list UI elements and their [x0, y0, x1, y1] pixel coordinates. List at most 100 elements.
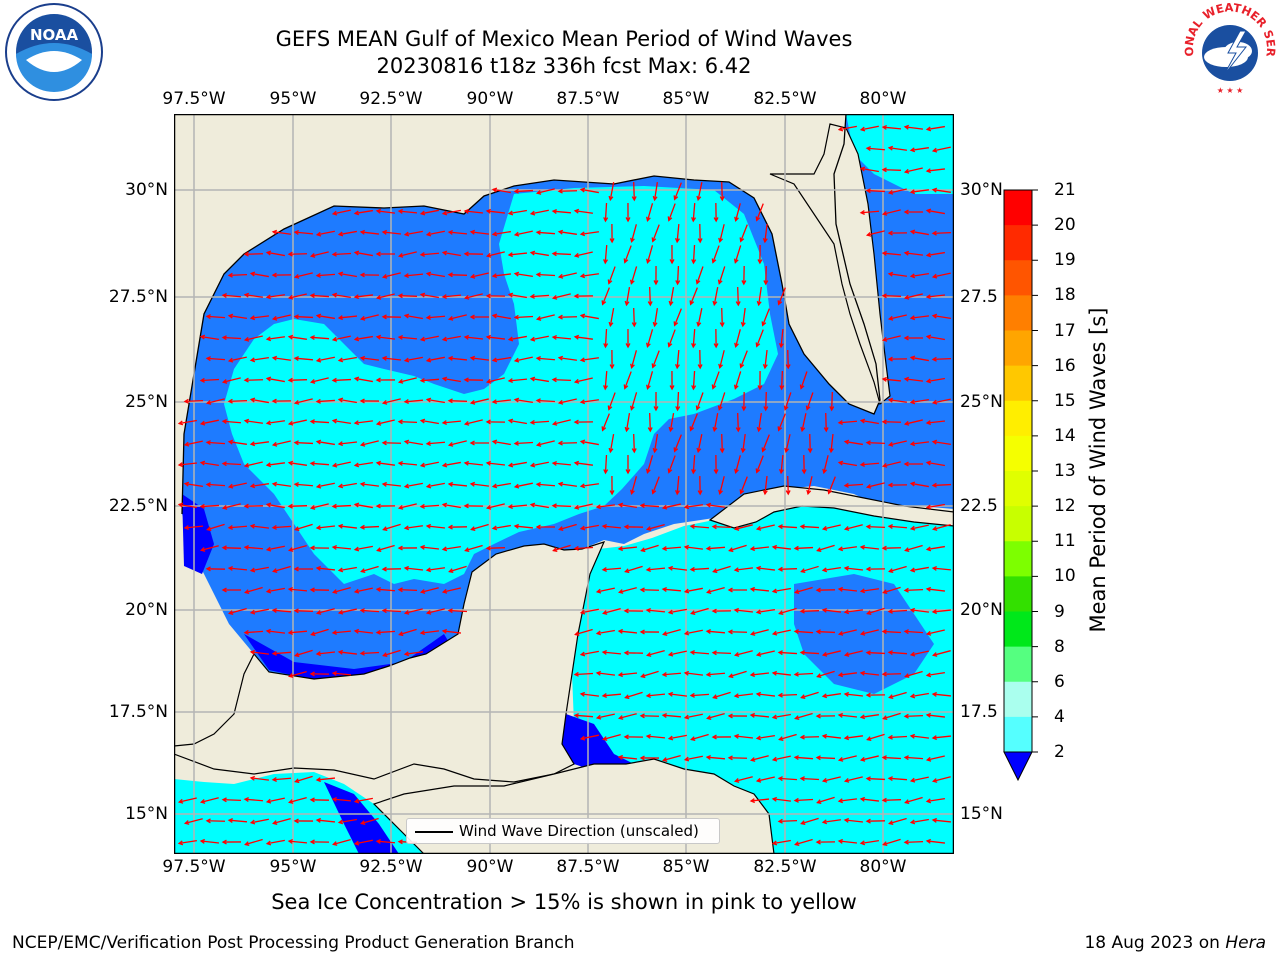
wave-direction-arrow — [609, 475, 615, 496]
wave-direction-arrow — [603, 244, 609, 265]
wave-direction-arrow — [287, 251, 308, 257]
wave-direction-arrow — [762, 223, 768, 244]
wave-direction-arrow — [287, 838, 308, 844]
wave-direction-arrow — [925, 460, 945, 467]
wave-direction-arrow — [733, 524, 753, 531]
wave-direction-arrow — [859, 166, 879, 173]
wave-direction-arrow — [691, 370, 697, 391]
wave-direction-arrow — [691, 328, 697, 349]
wave-direction-arrow — [199, 503, 220, 509]
wave-direction-arrow — [315, 777, 336, 783]
wave-direction-arrow — [821, 733, 842, 739]
wave-direction-arrow — [667, 650, 687, 657]
wave-direction-arrow — [529, 419, 550, 425]
wave-direction-arrow — [777, 818, 798, 824]
wave-direction-arrow — [573, 419, 594, 425]
wave-direction-arrow — [785, 475, 791, 496]
wave-direction-arrow — [646, 650, 665, 657]
wave-direction-arrow — [331, 209, 351, 216]
wave-direction-arrow — [881, 671, 902, 677]
wave-direction-arrow — [375, 251, 396, 257]
wave-direction-arrow — [243, 251, 264, 257]
lat-tick-label: 30°N — [125, 180, 168, 200]
wave-direction-arrow — [903, 124, 924, 130]
wave-direction-arrow — [749, 672, 770, 678]
wave-direction-arrow — [887, 145, 908, 151]
wave-direction-arrow — [353, 461, 373, 468]
wave-direction-arrow — [646, 203, 654, 222]
wave-direction-arrow — [425, 271, 445, 278]
wave-direction-arrow — [485, 545, 506, 551]
wave-direction-arrow — [557, 440, 578, 446]
wave-direction-arrow — [859, 629, 879, 636]
wave-direction-arrow — [630, 224, 637, 243]
colorbar-band — [1004, 365, 1032, 402]
wave-direction-arrow — [816, 544, 835, 553]
wave-direction-arrow — [337, 356, 357, 363]
wave-direction-arrow — [595, 629, 615, 636]
wave-direction-arrow — [623, 650, 644, 656]
wave-direction-arrow — [265, 294, 286, 300]
wave-direction-arrow — [785, 349, 791, 370]
wave-direction-arrow — [309, 461, 330, 467]
lat-tick-label: 22.5 — [960, 496, 998, 516]
coastline — [181, 114, 881, 515]
wave-direction-arrow — [579, 273, 600, 279]
wave-direction-arrow — [287, 377, 308, 383]
wave-direction-arrow — [727, 587, 748, 593]
wave-direction-arrow — [689, 287, 698, 306]
wave-direction-arrow — [397, 545, 418, 551]
lon-tick-label: 80°W — [859, 857, 907, 877]
wave-direction-arrow — [199, 377, 220, 383]
wave-direction-arrow — [491, 273, 512, 279]
wave-direction-arrow — [287, 503, 308, 509]
wave-direction-arrow — [337, 482, 357, 489]
lon-tick-label: 82.5°W — [753, 89, 817, 109]
wave-direction-arrow — [425, 523, 446, 529]
wave-direction-arrow — [800, 565, 819, 574]
wave-direction-arrow — [507, 504, 528, 510]
wave-direction-arrow — [755, 455, 764, 474]
wave-direction-arrow — [557, 481, 578, 487]
wave-direction-arrow — [931, 187, 951, 193]
wave-direction-arrow — [293, 272, 313, 279]
lon-tick-label: 85°W — [662, 89, 710, 109]
wave-direction-arrow — [376, 544, 395, 552]
wave-direction-arrow — [309, 797, 330, 803]
lat-tick-label: 30°N — [960, 180, 1003, 200]
wave-direction-arrow — [601, 523, 622, 529]
wave-direction-arrow — [441, 545, 461, 552]
wave-direction-arrow — [513, 188, 534, 194]
wave-direction-arrow — [667, 455, 676, 474]
wave-direction-arrow — [529, 335, 549, 342]
wave-direction-arrow — [881, 335, 901, 342]
wave-direction-arrow — [903, 461, 924, 467]
wave-direction-arrow — [777, 413, 786, 432]
wave-direction-arrow — [712, 287, 719, 307]
wave-direction-arrow — [827, 476, 836, 495]
lon-tick-label: 90°W — [466, 857, 514, 877]
wave-direction-arrow — [763, 265, 769, 286]
wave-direction-arrow — [315, 817, 336, 823]
wave-direction-arrow — [607, 266, 616, 285]
wave-direction-arrow — [695, 266, 704, 285]
wave-direction-arrow — [925, 712, 946, 718]
wave-direction-arrow — [557, 272, 577, 279]
lat-tick-label: 20°N — [125, 600, 168, 620]
wave-direction-arrow — [309, 545, 330, 551]
wave-direction-arrow — [755, 329, 764, 348]
wave-direction-arrow — [640, 670, 659, 679]
wave-direction-arrow — [771, 670, 792, 676]
wave-direction-arrow — [271, 272, 292, 278]
wave-direction-arrow — [287, 460, 307, 466]
wave-direction-arrow — [931, 650, 951, 657]
wave-direction-arrow — [294, 775, 313, 784]
wave-direction-arrow — [403, 525, 424, 531]
wave-direction-arrow — [403, 482, 423, 489]
wave-direction-arrow — [931, 735, 952, 741]
wave-direction-arrow — [925, 125, 945, 132]
wave-direction-arrow — [513, 356, 533, 363]
wave-direction-arrow — [755, 691, 776, 697]
wave-direction-arrow — [315, 313, 335, 320]
wave-direction-arrow — [199, 797, 219, 804]
